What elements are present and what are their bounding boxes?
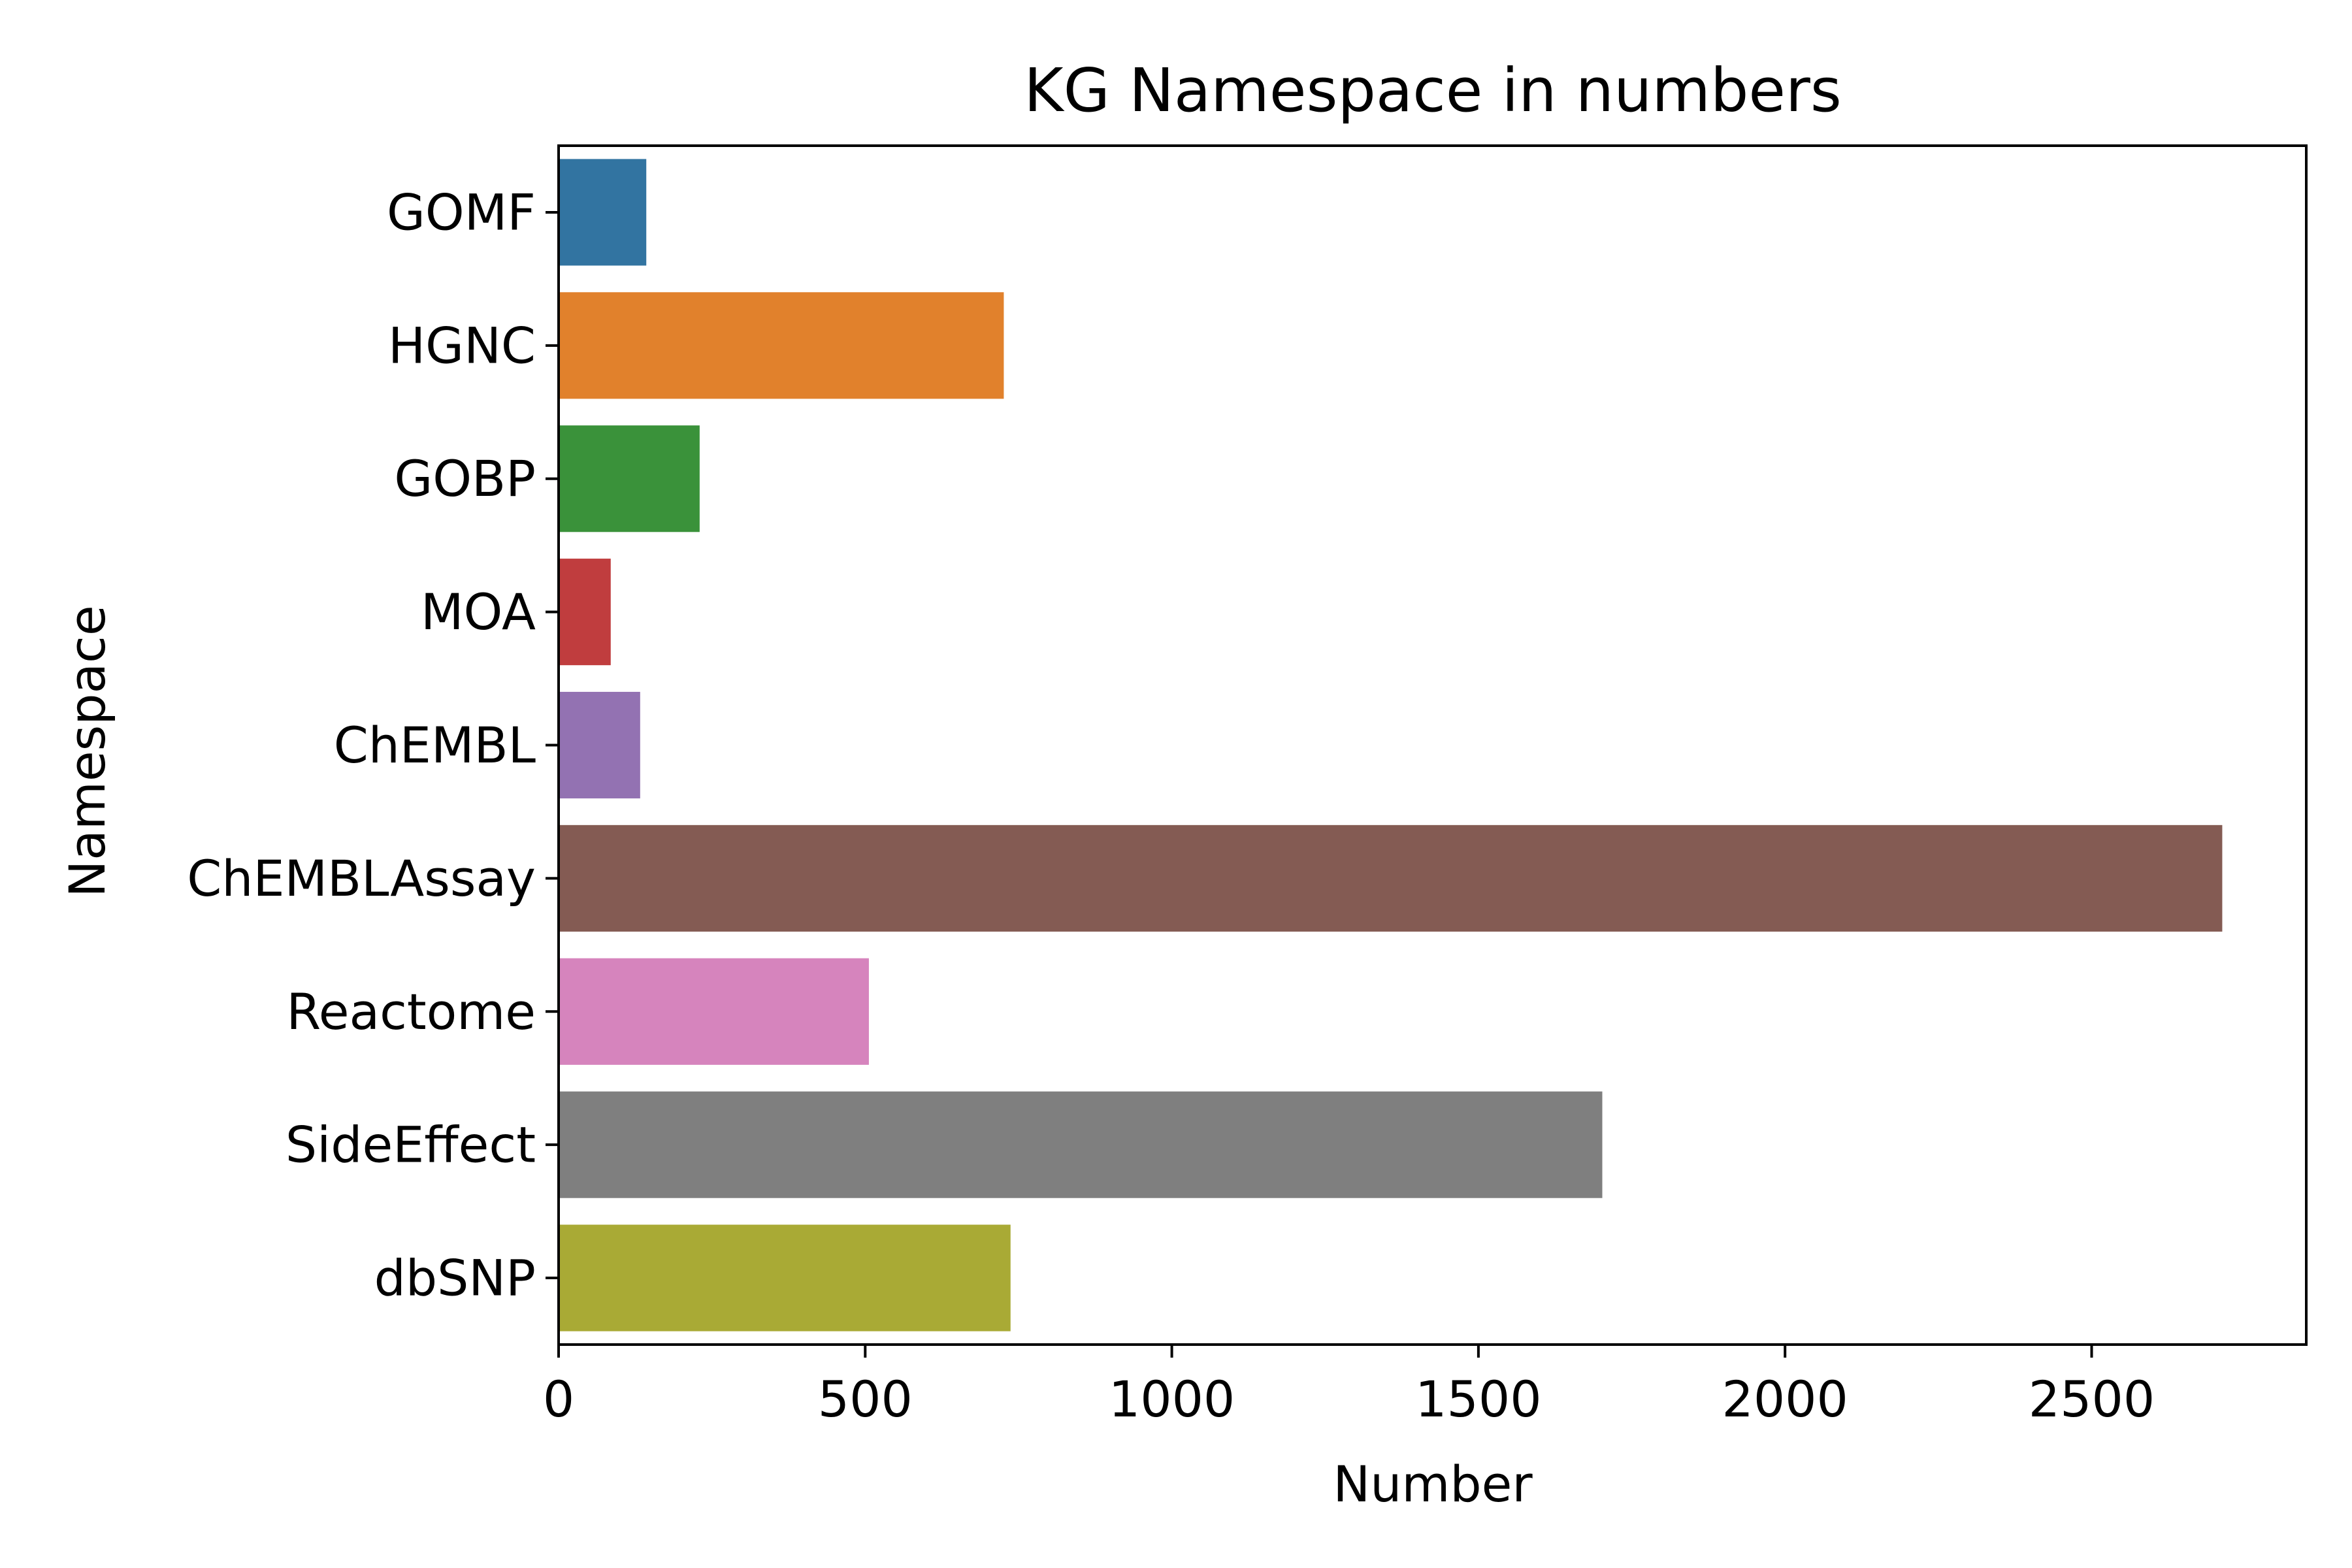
y-tick-label: Reactome (286, 983, 536, 1041)
bar-dbsnp (559, 1224, 1011, 1331)
y-tick-label: HGNC (388, 316, 536, 374)
bar-reactome (559, 958, 869, 1065)
x-axis: 0 500 1000 1500 2000 2500 (543, 1345, 2155, 1428)
bars-group (559, 159, 2223, 1331)
bar-sideeffect (559, 1091, 1603, 1198)
y-axis: GOMF HGNC GOBP MOA ChEMBL ChEMBLAssay Reactome… (187, 183, 559, 1307)
x-axis-label: Number (1333, 1455, 1533, 1513)
x-tick-label: 2000 (1722, 1370, 1848, 1428)
y-tick-label: ChEMBLAssay (187, 849, 536, 907)
bar-gobp (559, 425, 700, 532)
x-tick-label: 0 (543, 1370, 574, 1428)
bar-hgnc (559, 292, 1004, 399)
y-tick-label: ChEMBL (334, 716, 536, 774)
y-axis-label: Namespace (58, 605, 116, 897)
bar-chembl (559, 691, 640, 799)
bar-moa (559, 559, 611, 666)
x-tick-label: 2500 (2029, 1370, 2155, 1428)
y-tick-label: GOBP (394, 449, 536, 508)
x-tick-label: 1000 (1109, 1370, 1235, 1428)
y-tick-label: dbSNP (374, 1249, 536, 1307)
plot-frame (557, 144, 2308, 1346)
x-tick-label: 500 (818, 1370, 913, 1428)
bar-gomf (559, 159, 647, 266)
chart-title: KG Namespace in numbers (1024, 56, 1842, 125)
x-tick-label: 1500 (1415, 1370, 1541, 1428)
bar-chemblassay (559, 825, 2223, 932)
y-tick-label: GOMF (387, 183, 536, 241)
y-tick-label: SideEffect (286, 1116, 536, 1174)
y-tick-label: MOA (421, 583, 536, 641)
